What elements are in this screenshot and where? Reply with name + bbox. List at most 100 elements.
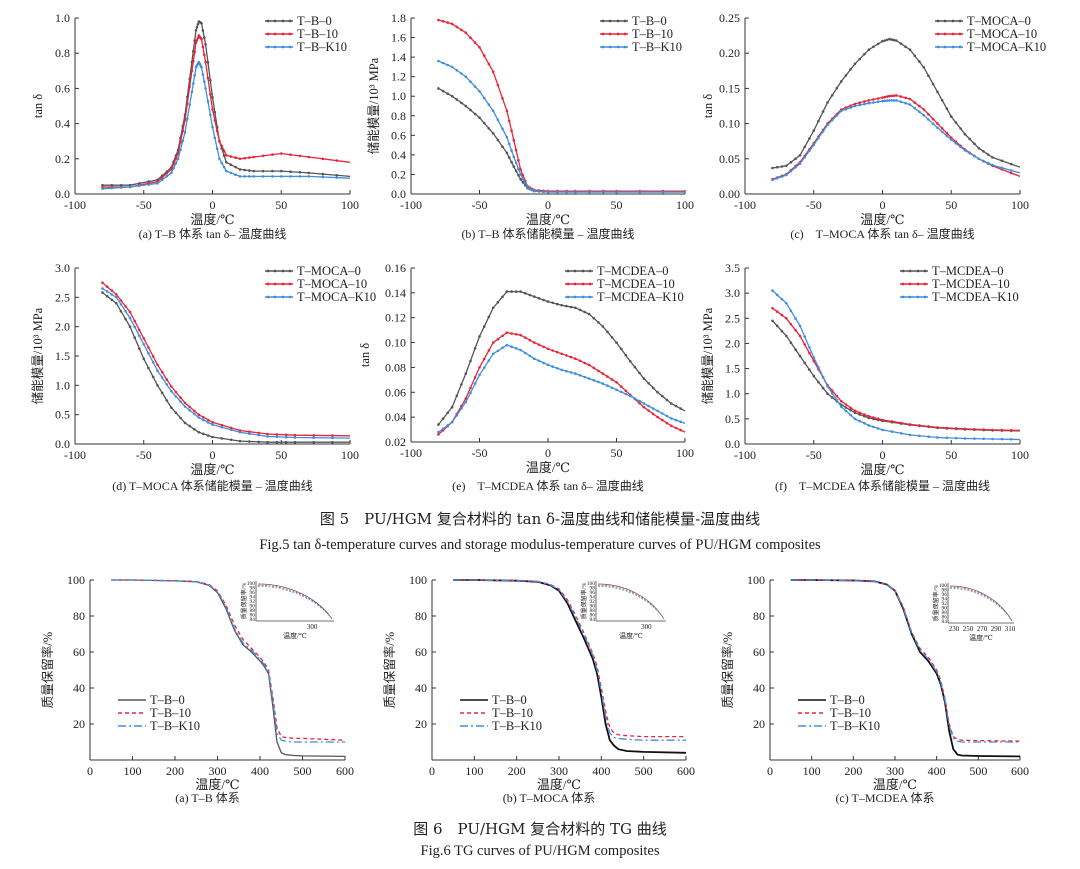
data-point [517, 158, 520, 162]
data-point [812, 356, 816, 359]
data-point [225, 161, 228, 164]
data-point [101, 187, 104, 190]
y-tick-label: 1.2 [391, 70, 406, 84]
y-axis-label: tan δ [701, 94, 715, 118]
y-tick-label: 0.12 [385, 311, 406, 325]
series-line-T–MOCA–K10 [772, 99, 1021, 181]
data-point [119, 303, 123, 306]
data-point [128, 325, 132, 329]
data-point [238, 168, 242, 171]
series-line-T–MCDEA–0 [772, 320, 1021, 432]
data-point [853, 62, 857, 66]
series-line-T–B–0 [111, 579, 346, 758]
data-point [321, 175, 325, 179]
inset-y-tick-label: 86 [590, 613, 596, 619]
data-point [775, 176, 779, 180]
inset-y-tick-label: 100 [247, 581, 256, 587]
data-point [587, 312, 591, 316]
data-point [464, 104, 468, 108]
data-point [853, 411, 857, 415]
data-point [803, 343, 806, 346]
data-point [922, 66, 926, 69]
legend-marker [273, 282, 277, 286]
data-point [849, 413, 852, 417]
legend-marker [573, 282, 577, 286]
data-point [238, 157, 242, 161]
data-point [881, 428, 884, 432]
data-point [234, 156, 237, 159]
y-tick-label: 0.04 [385, 410, 406, 424]
data-point [931, 82, 935, 86]
data-point [441, 20, 445, 23]
x-tick-label: 100 [465, 764, 483, 778]
legend-entry: T–B–0 [492, 693, 527, 707]
data-point [176, 157, 180, 161]
data-point [271, 169, 274, 173]
fig5-title-en: Fig.5 tan δ-temperature curves and stora… [259, 537, 821, 553]
data-point [501, 346, 504, 350]
data-point [128, 316, 132, 320]
data-point [441, 61, 445, 65]
data-point [927, 435, 930, 439]
data-point [446, 92, 450, 95]
data-point [798, 324, 802, 328]
chart-b5: -100 -50 0 50 100 0.0 0.2 0.4 0.6 0.8 1.0 1.2 1.4 1.6… [366, 11, 694, 241]
data-point [218, 157, 221, 161]
data-point [293, 436, 297, 439]
chart-b6: 0 100 200 300 400 500 600 20 40 60 80 100 温度/℃ 质量保留率/… [382, 573, 695, 805]
data-point [225, 169, 228, 173]
chart-f5: -100 -50 0 50 100 0.0 0.5 1.0 1.5 2.0 2.5 3.0 3.5 温度/… [700, 261, 1029, 493]
data-point [165, 399, 169, 402]
chart-e5: -100 -50 0 50 100 0.02 0.04 0.06 0.08 0.10 0.12 0.1… [358, 261, 694, 493]
data-point [215, 129, 219, 133]
data-point [619, 347, 623, 351]
data-point [298, 154, 302, 158]
data-point [455, 68, 459, 72]
data-point [551, 301, 554, 305]
x-tick-label: 0 [880, 198, 886, 212]
data-point [280, 152, 283, 155]
inset-y-tick-label: 96 [942, 592, 948, 598]
legend-marker [273, 295, 277, 299]
data-point [794, 329, 797, 332]
data-point [546, 363, 550, 367]
data-point [817, 380, 820, 384]
data-point [808, 351, 811, 355]
data-point [638, 399, 641, 403]
y-tick-label: 80 [753, 609, 765, 623]
inset-y-tick-label: 100 [939, 583, 948, 589]
data-point [160, 391, 164, 395]
data-point [973, 437, 976, 440]
legend-marker [616, 32, 620, 36]
legend-marker [266, 32, 270, 36]
data-point [209, 79, 212, 82]
series-line-T–B–0 [453, 579, 687, 754]
chart-caption: (b) T–B 体系储能模量 – 温度曲线 [461, 226, 634, 241]
data-point [248, 156, 251, 159]
data-point [517, 174, 520, 177]
legend-marker [566, 269, 570, 273]
data-point [487, 127, 491, 130]
legend-marker [616, 45, 620, 49]
data-point [491, 132, 495, 135]
data-point [188, 424, 191, 428]
data-point [147, 351, 150, 355]
data-point [601, 372, 605, 375]
inset-y-tick-label: 90 [590, 604, 596, 610]
data-point [803, 335, 806, 338]
series-line-T–B–K10 [102, 60, 351, 190]
x-tick-label: 500 [635, 764, 653, 778]
data-point [918, 424, 921, 427]
legend-entry: T–MCDEA–K10 [597, 290, 684, 304]
data-point [858, 413, 861, 416]
series-line-T–MOCA–10 [102, 282, 351, 437]
legend-marker [273, 19, 277, 23]
x-tick-label: 100 [676, 198, 694, 212]
y-tick-label: 40 [753, 681, 765, 695]
data-point [574, 306, 577, 310]
data-point [206, 421, 210, 424]
data-point [803, 156, 806, 159]
data-point [808, 137, 811, 140]
data-point [197, 431, 201, 434]
x-tick-label: 50 [275, 448, 287, 462]
